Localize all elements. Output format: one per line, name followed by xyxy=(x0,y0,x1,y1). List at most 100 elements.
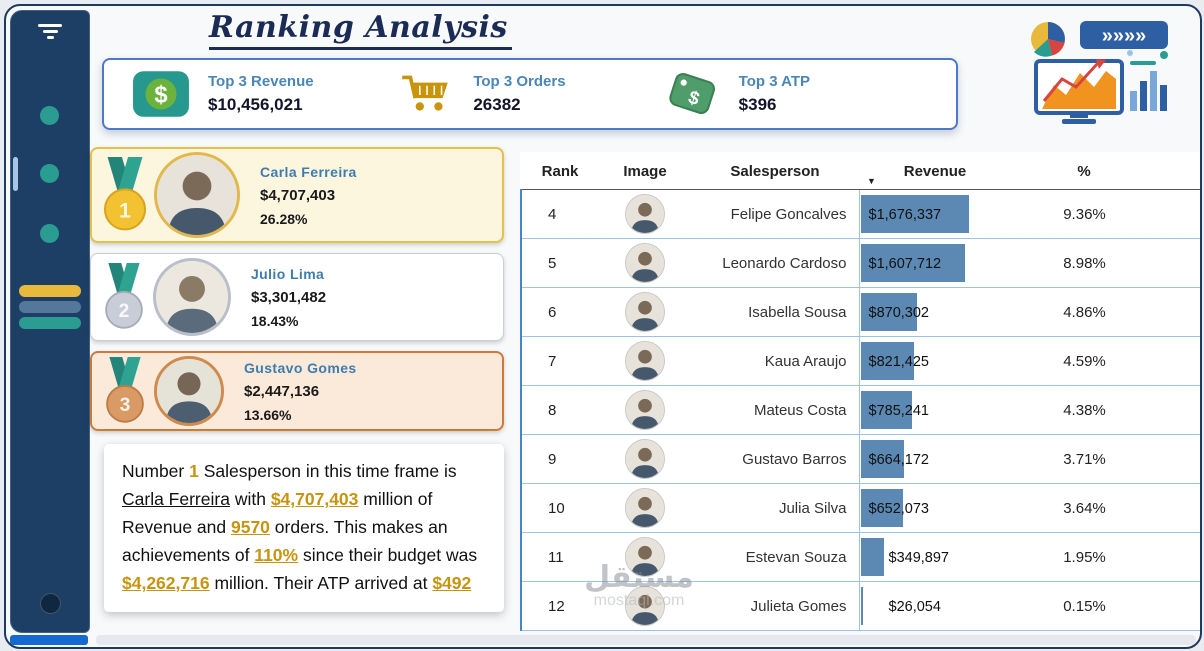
table-row[interactable]: 10 Julia Silva $652,073 3.64% xyxy=(520,483,1200,533)
revenue-data-bar xyxy=(860,342,914,380)
table-row[interactable]: 12 Julieta Gomes $26,054 0.15% xyxy=(520,581,1200,631)
sidebar-nav-dot-bottom[interactable] xyxy=(40,593,61,614)
table-row[interactable]: 11 Estevan Souza $349,897 1.95% xyxy=(520,532,1200,582)
salesperson-name: Julio Lima xyxy=(251,265,325,282)
percent-cell: 9.36% xyxy=(1011,189,1200,239)
rank-cell: 7 xyxy=(520,336,599,386)
revenue-data-bar xyxy=(860,489,903,527)
svg-text:»»»»: »»»» xyxy=(1102,25,1147,47)
sidebar-nav-dot-2[interactable] xyxy=(40,164,59,183)
kpi-top3-atp[interactable]: $ Top 3 ATP $396 xyxy=(663,70,928,118)
salesperson-name: Carla Ferreira xyxy=(260,163,357,180)
revenue-data-bar xyxy=(860,293,917,331)
avatar xyxy=(625,537,665,577)
top3-cards: 1 Carla Ferreira $4,707,403 26.28% 2 xyxy=(90,147,504,441)
rank-cell: 8 xyxy=(520,385,599,435)
revenue-data-bar xyxy=(860,195,969,233)
revenue-value: $785,241 xyxy=(868,402,929,419)
revenue-data-bar xyxy=(860,587,863,625)
dashboard-frame: Ranking Analysis $ Top 3 Revenue $10,456… xyxy=(4,4,1202,649)
column-header-revenue[interactable]: ▼ Revenue xyxy=(859,152,1011,190)
table-row[interactable]: 9 Gustavo Barros $664,172 3.71% xyxy=(520,434,1200,484)
table-row[interactable]: 4 Felipe Goncalves $1,676,337 9.36% xyxy=(520,189,1200,239)
ranking-table: Rank Image Salesperson ▼ Revenue % 4 Feli… xyxy=(520,152,1200,631)
svg-text:2: 2 xyxy=(119,301,130,322)
revenue-value: $870,302 xyxy=(868,304,929,321)
revenue-data-bar xyxy=(860,538,884,576)
image-cell xyxy=(599,581,691,631)
salesperson-cell: Kaua Araujo xyxy=(691,336,859,386)
kpi-top3-revenue[interactable]: $ Top 3 Revenue $10,456,021 xyxy=(132,70,397,118)
salesperson-percent: 13.66% xyxy=(244,406,292,423)
avatar xyxy=(625,586,665,626)
kpi-label: Top 3 Revenue xyxy=(208,73,314,90)
table-row[interactable]: 7 Kaua Araujo $821,425 4.59% xyxy=(520,336,1200,386)
column-header-rank[interactable]: Rank xyxy=(521,152,599,190)
dollar-icon: $ xyxy=(133,71,189,117)
table-header-row: Rank Image Salesperson ▼ Revenue % xyxy=(521,152,1200,190)
cart-icon xyxy=(402,75,449,111)
rank-cell: 9 xyxy=(520,434,599,484)
salesperson-cell: Mateus Costa xyxy=(691,385,859,435)
revenue-value: $26,054 xyxy=(888,598,941,615)
top2-card[interactable]: 2 Julio Lima $3,301,482 18.43% xyxy=(90,253,504,341)
column-header-salesperson[interactable]: Salesperson xyxy=(691,152,859,190)
sidebar-nav-dot-1[interactable] xyxy=(40,106,59,125)
kpi-top3-orders[interactable]: Top 3 Orders 26382 xyxy=(397,70,662,118)
gold-medal-icon: 1 xyxy=(103,157,147,231)
summary-box: Number 1 Salesperson in this time frame … xyxy=(104,444,504,612)
avatar xyxy=(625,439,665,479)
table-row[interactable]: 8 Mateus Costa $785,241 4.38% xyxy=(520,385,1200,435)
revenue-cell: $349,897 xyxy=(858,532,1011,582)
revenue-cell: $664,172 xyxy=(858,434,1011,484)
rank-cell: 10 xyxy=(520,483,599,533)
image-cell xyxy=(599,434,691,484)
salesperson-revenue: $3,301,482 xyxy=(251,288,327,306)
revenue-value: $349,897 xyxy=(888,549,949,566)
salesperson-percent: 18.43% xyxy=(251,312,299,329)
top1-card[interactable]: 1 Carla Ferreira $4,707,403 26.28% xyxy=(90,147,504,243)
svg-text:$: $ xyxy=(154,81,167,108)
image-cell xyxy=(599,483,691,533)
percent-cell: 8.98% xyxy=(1011,238,1200,288)
salesperson-cell: Estevan Souza xyxy=(691,532,859,582)
avatar xyxy=(625,488,665,528)
salesperson-cell: Julieta Gomes xyxy=(691,581,859,631)
column-header-image[interactable]: Image xyxy=(599,152,691,190)
image-cell xyxy=(599,238,691,288)
revenue-data-bar xyxy=(860,244,965,282)
revenue-cell: $1,607,712 xyxy=(858,238,1011,288)
salesperson-cell: Julia Silva xyxy=(691,483,859,533)
bronze-medal-icon: 3 xyxy=(106,357,144,423)
salesperson-revenue: $4,707,403 xyxy=(260,186,336,204)
filter-icon[interactable] xyxy=(37,24,63,44)
sidebar-nav-dot-3[interactable] xyxy=(40,224,59,243)
salesperson-name: Gustavo Gomes xyxy=(244,359,357,376)
salesperson-revenue: $2,447,136 xyxy=(244,382,320,400)
percent-cell: 3.71% xyxy=(1011,434,1200,484)
sidebar-bottom-strip xyxy=(10,635,88,645)
horizontal-scrollbar[interactable] xyxy=(96,635,1196,645)
avatar xyxy=(625,243,665,283)
image-cell xyxy=(599,189,691,239)
svg-text:3: 3 xyxy=(120,395,131,416)
image-cell xyxy=(599,385,691,435)
bar-chart-logo-icon[interactable] xyxy=(19,285,81,331)
top3-card[interactable]: 3 Gustavo Gomes $2,447,136 13.66% xyxy=(90,351,504,431)
rank-cell: 12 xyxy=(520,581,599,631)
avatar xyxy=(154,356,224,426)
kpi-value: 26382 xyxy=(473,95,521,114)
avatar xyxy=(153,258,231,336)
revenue-cell: $26,054 xyxy=(858,581,1011,631)
table-row[interactable]: 6 Isabella Sousa $870,302 4.86% xyxy=(520,287,1200,337)
table-row[interactable]: 5 Leonardo Cardoso $1,607,712 8.98% xyxy=(520,238,1200,288)
kpi-label: Top 3 Orders xyxy=(473,73,566,90)
column-header-percent[interactable]: % xyxy=(1011,152,1200,190)
silver-medal-icon: 2 xyxy=(105,263,143,329)
salesperson-cell: Leonardo Cardoso xyxy=(691,238,859,288)
salesperson-cell: Isabella Sousa xyxy=(691,287,859,337)
analytics-illustration: »»»» xyxy=(1031,21,1168,124)
sidebar xyxy=(10,10,90,633)
revenue-value: $652,073 xyxy=(868,500,929,517)
sort-desc-icon: ▼ xyxy=(867,176,876,186)
